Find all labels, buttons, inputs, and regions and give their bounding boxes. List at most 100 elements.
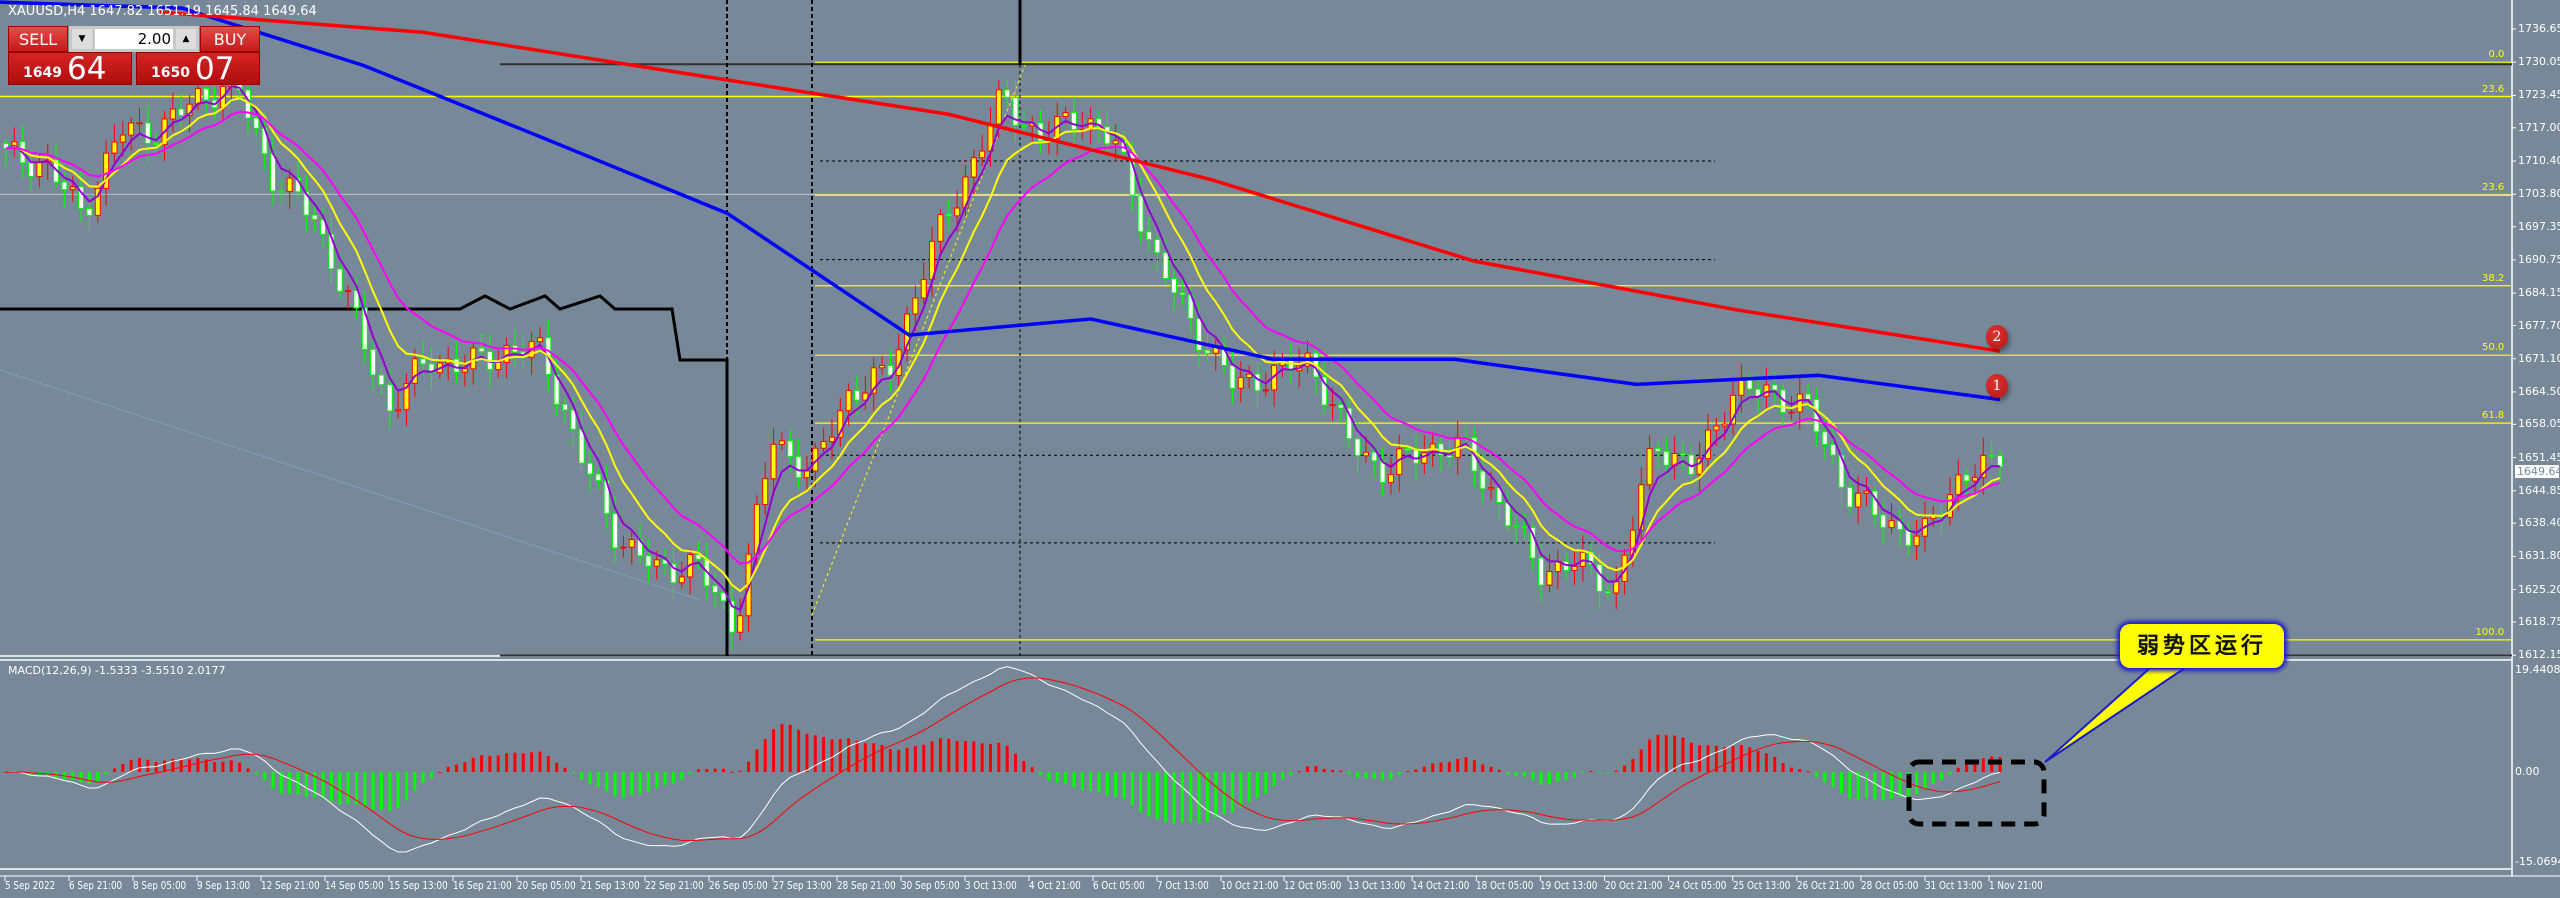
macd-histogram-bar: [1039, 772, 1043, 775]
sell-button[interactable]: SELL: [8, 26, 68, 52]
macd-histogram-bar: [1364, 772, 1368, 779]
macd-histogram-bar: [1230, 772, 1234, 813]
candle: [1488, 487, 1495, 490]
candle: [1513, 525, 1520, 528]
candle: [1713, 425, 1720, 431]
fib-level-label: 50.0: [2482, 342, 2505, 354]
macd-histogram-bar: [1589, 770, 1593, 772]
candle: [1254, 373, 1261, 392]
candle: [61, 181, 68, 191]
macd-histogram-bar: [1314, 766, 1318, 772]
candle: [862, 392, 869, 401]
price-tick-label: 1638.40: [2518, 516, 2560, 530]
time-tick-label: 1 Nov 21:00: [1989, 879, 2043, 892]
candle: [620, 546, 627, 549]
candle: [395, 409, 402, 412]
candle: [1504, 501, 1511, 527]
time-tick-label: 5 Sep 2022: [5, 879, 56, 892]
macd-histogram-bar: [1180, 772, 1184, 823]
candle: [945, 213, 952, 217]
time-tick-label: 4 Oct 21:00: [1029, 879, 1081, 892]
macd-histogram-bar: [1823, 772, 1827, 783]
candle: [787, 440, 794, 458]
candle: [970, 157, 977, 178]
macd-histogram-bar: [788, 724, 792, 772]
buy-price-pips: 07: [195, 51, 235, 87]
candle: [1963, 474, 1970, 482]
macd-histogram-bar: [930, 741, 934, 772]
macd-histogram-bar: [1739, 745, 1743, 772]
candle: [1262, 389, 1269, 392]
lot-increase-icon[interactable]: ▲: [176, 29, 196, 49]
macd-histogram-bar: [213, 762, 217, 772]
macd-histogram-bar: [313, 772, 317, 798]
time-tick-label: 3 Oct 13:00: [965, 879, 1017, 892]
macd-histogram-bar: [1773, 756, 1777, 772]
ma-yellow-line: [5, 97, 2001, 593]
candle: [954, 207, 961, 217]
macd-histogram-bar: [546, 756, 550, 772]
macd-histogram-bar: [805, 733, 809, 772]
candle: [1738, 378, 1745, 396]
time-tick-label: 19 Oct 13:00: [1540, 879, 1598, 892]
macd-histogram-bar: [1639, 749, 1643, 772]
macd-histogram-bar: [438, 771, 442, 773]
buy-button[interactable]: BUY: [200, 26, 260, 52]
candle: [561, 403, 568, 411]
fib-level-label: 23.6: [2482, 83, 2505, 95]
candle: [653, 559, 660, 567]
candle: [1704, 429, 1711, 460]
macd-histogram-bar: [1614, 770, 1618, 772]
macd-histogram-bar: [1714, 745, 1718, 772]
macd-histogram-bar: [972, 741, 976, 772]
macd-histogram-bar: [513, 752, 517, 772]
macd-histogram-bar: [1439, 762, 1443, 772]
candle: [820, 441, 827, 449]
fib-level-label: 61.8: [2482, 410, 2505, 422]
macd-histogram-bar: [429, 772, 433, 778]
macd-histogram-bar: [772, 729, 776, 772]
candle: [1730, 394, 1737, 425]
macd-histogram-bar: [1472, 760, 1476, 772]
macd-histogram-bar: [1539, 772, 1543, 785]
macd-histogram-bar: [1631, 759, 1635, 772]
macd-histogram-bar: [1522, 772, 1526, 777]
macd-histogram-bar: [747, 761, 751, 772]
macd-histogram-bar: [354, 772, 358, 805]
fib-level-label: 100.0: [2475, 626, 2505, 638]
diagonal-trendline: [0, 369, 701, 601]
macd-tick-label: 0.00: [2515, 765, 2540, 778]
macd-histogram-bar: [680, 772, 684, 780]
macd-histogram-bar: [905, 747, 909, 772]
macd-indicator-label: MACD(12,26,9) -1.5333 -3.5510 2.0177: [8, 664, 226, 677]
time-tick-label: 18 Oct 05:00: [1476, 879, 1534, 892]
price-tick-label: 1651.45: [2518, 450, 2560, 464]
sell-price[interactable]: 1649 64: [8, 51, 132, 87]
macd-histogram-bar: [1114, 772, 1118, 798]
lot-decrease-icon[interactable]: ▼: [72, 29, 92, 49]
macd-histogram-bar: [1881, 772, 1885, 801]
macd-histogram-bar: [1664, 735, 1668, 772]
candle: [136, 122, 143, 125]
time-tick-label: 12 Sep 21:00: [261, 879, 320, 892]
macd-histogram-bar: [1122, 772, 1126, 800]
lot-size-input[interactable]: [95, 29, 173, 49]
macd-histogram-bar: [730, 771, 734, 773]
price-tick-label: 1658.05: [2518, 417, 2560, 431]
candle: [203, 87, 210, 101]
candle: [570, 409, 577, 430]
macd-histogram-bar: [1865, 772, 1869, 799]
candle: [1805, 393, 1812, 400]
macd-histogram-bar: [1965, 764, 1969, 772]
buy-price[interactable]: 1650 07: [136, 51, 260, 87]
candle: [762, 478, 769, 505]
macd-histogram-bar: [363, 772, 367, 808]
macd-histogram-bar: [713, 768, 717, 772]
candle: [845, 390, 852, 412]
time-tick-label: 31 Oct 13:00: [1925, 879, 1983, 892]
candle: [345, 290, 352, 293]
macd-histogram-bar: [663, 772, 667, 785]
macd-histogram-bar: [96, 772, 100, 782]
candle: [278, 190, 285, 193]
